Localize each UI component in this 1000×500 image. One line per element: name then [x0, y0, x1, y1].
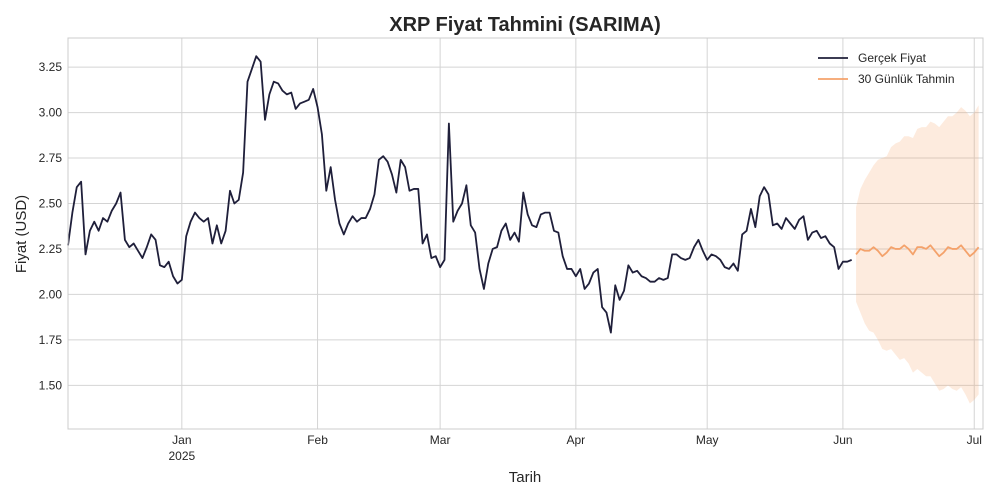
grid [68, 38, 983, 429]
legend: Gerçek Fiyat 30 Günlük Tahmin [818, 51, 955, 86]
x-tick-label: Jan [172, 433, 191, 447]
x-axis-title: Tarih [509, 469, 542, 486]
y-axis-ticks: 1.50 1.75 2.00 2.25 2.50 2.75 3.00 3.25 [39, 60, 63, 392]
y-tick-label: 2.00 [39, 287, 63, 301]
series-line-actual [67, 55, 853, 334]
plot-frame [67, 37, 984, 430]
x-tick-label: Feb [307, 433, 328, 447]
x-tick-label: Jun [833, 433, 852, 447]
y-tick-label: 2.50 [39, 196, 63, 210]
x-tick-sublabel: 2025 [168, 449, 195, 463]
x-axis-ticks: Jan 2025 Feb Mar Apr May Jun Jul [168, 433, 981, 463]
y-tick-label: 3.00 [39, 106, 63, 120]
y-tick-label: 3.25 [39, 60, 63, 74]
y-tick-label: 1.50 [39, 378, 63, 392]
y-axis-title: Fiyat (USD) [13, 195, 30, 273]
chart-title: XRP Fiyat Tahmini (SARIMA) [389, 14, 661, 36]
y-tick-label: 2.75 [39, 151, 63, 165]
x-tick-label: Apr [567, 433, 586, 447]
legend-label-actual: Gerçek Fiyat [858, 51, 927, 65]
x-tick-label: May [696, 433, 719, 447]
y-tick-label: 1.75 [39, 333, 63, 347]
x-tick-label: Mar [430, 433, 451, 447]
series-line-forecast [855, 244, 980, 258]
plot-area [67, 37, 984, 430]
plot-background [68, 38, 983, 429]
forecast-band-layer [856, 105, 979, 404]
x-tick-label: Jul [967, 433, 982, 447]
y-tick-label: 2.25 [39, 242, 63, 256]
forecast-confidence-band [856, 105, 979, 404]
series-layer [67, 55, 980, 334]
legend-label-forecast: 30 Günlük Tahmin [858, 72, 955, 86]
